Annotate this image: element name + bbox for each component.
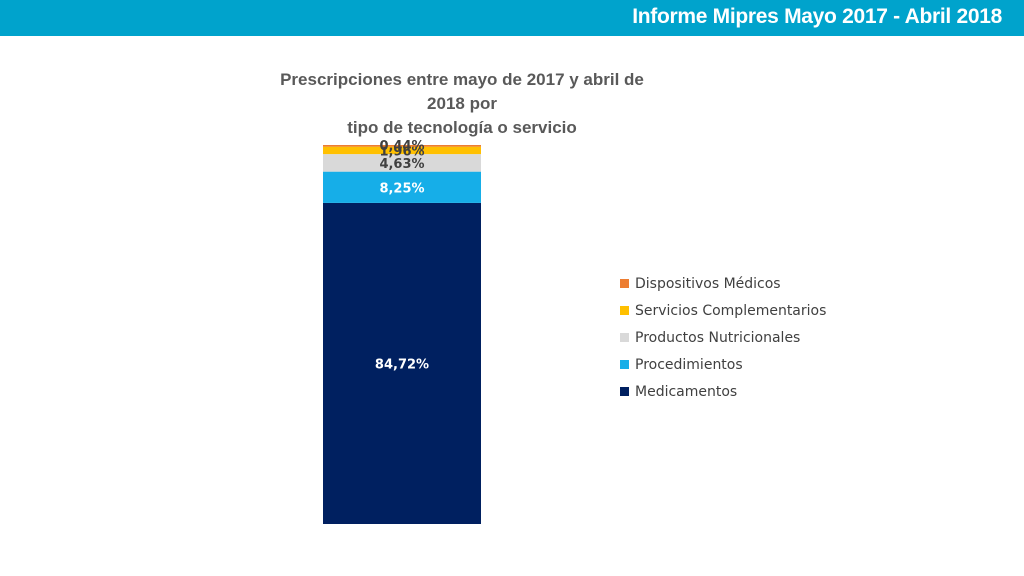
legend-label: Productos Nutricionales <box>635 329 801 346</box>
chart-title: Prescripciones entre mayo de 2017 y abri… <box>262 68 662 140</box>
header-bar <box>0 0 1024 36</box>
bar-segment-servicios-complementarios <box>323 146 481 155</box>
legend-item: Procedimientos <box>620 351 826 378</box>
data-label-productos-nutricionales: 4,63% <box>379 157 424 172</box>
legend-swatch <box>620 279 629 288</box>
legend-label: Medicamentos <box>635 383 738 400</box>
legend-swatch <box>620 387 629 396</box>
bar-segment-medicamentos <box>323 202 481 524</box>
legend-item: Productos Nutricionales <box>620 324 826 351</box>
legend-swatch <box>620 306 629 315</box>
legend-swatch <box>620 360 629 369</box>
legend-label: Servicios Complementarios <box>635 302 827 319</box>
data-label-dispositivos-médicos: 0,44% <box>379 139 424 154</box>
chart-title-line-2: tipo de tecnología o servicio <box>347 118 577 137</box>
bar-segment-dispositivos-médicos <box>323 145 481 147</box>
chart-legend: Dispositivos Médicos Servicios Complement… <box>620 270 826 405</box>
legend-label: Procedimientos <box>635 356 743 373</box>
data-label-medicamentos: 84,72% <box>375 357 429 372</box>
legend-item: Medicamentos <box>620 378 826 405</box>
legend-item: Servicios Complementarios <box>620 297 826 324</box>
chart-title-line-1: Prescripciones entre mayo de 2017 y abri… <box>280 70 644 113</box>
bar-segment-productos-nutricionales <box>323 154 481 172</box>
legend-item: Dispositivos Médicos <box>620 270 826 297</box>
legend-swatch <box>620 333 629 342</box>
data-label-servicios-complementarios: 1,96% <box>379 144 424 159</box>
data-label-procedimientos: 8,25% <box>379 181 424 196</box>
bar-segment-procedimientos <box>323 171 481 203</box>
report-title: Informe Mipres Mayo 2017 - Abril 2018 <box>632 5 1002 28</box>
legend-label: Dispositivos Médicos <box>635 275 781 292</box>
